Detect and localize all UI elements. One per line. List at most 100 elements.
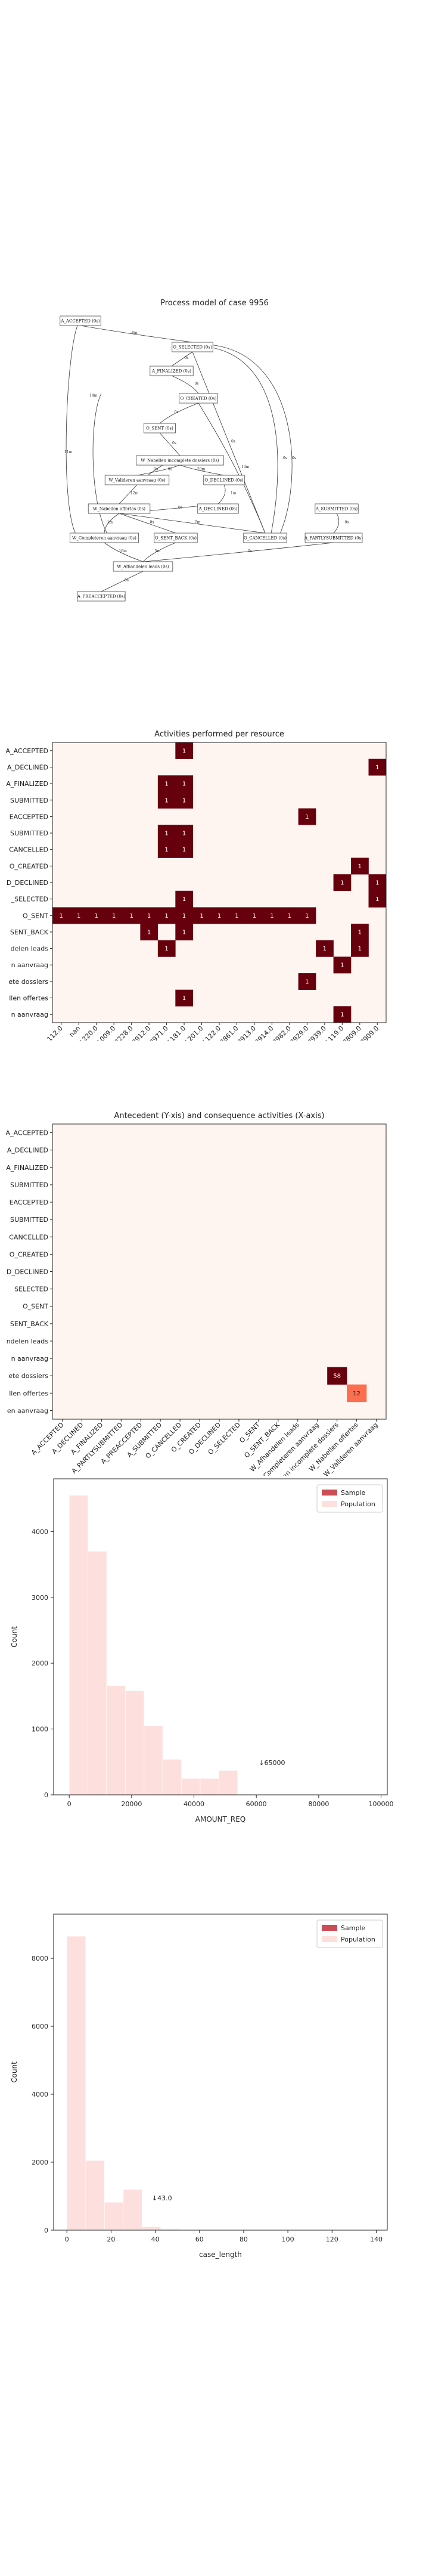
heatmap-cell-value: 1 bbox=[94, 913, 98, 919]
heatmap-cell bbox=[192, 907, 211, 924]
process-node: A_DECLINED (0s) bbox=[197, 503, 239, 514]
process-node-box bbox=[144, 423, 176, 434]
heatmap-cell bbox=[52, 907, 70, 924]
chart-title: Antecedent (Y-xis) and consequence activ… bbox=[114, 1111, 324, 1120]
process-edge bbox=[66, 325, 78, 537]
histogram-bar bbox=[125, 1690, 145, 1795]
process-edge bbox=[208, 346, 278, 534]
process-node-box bbox=[104, 475, 170, 485]
process-edge bbox=[119, 484, 138, 504]
heatmap-cell-value: 1 bbox=[182, 797, 186, 804]
heatmap-cell bbox=[105, 907, 123, 924]
process-edge-label: 5m bbox=[155, 549, 161, 553]
heatmap-cell-value: 1 bbox=[358, 946, 362, 952]
process-edge-label: 0s bbox=[292, 456, 296, 460]
heatmap-cell-value: 1 bbox=[182, 748, 186, 754]
process-edge-label: 0s bbox=[150, 521, 154, 525]
heatmap-cell-value: 1 bbox=[182, 896, 186, 903]
heatmap-cell-value: 1 bbox=[340, 962, 344, 969]
heatmap-cell bbox=[175, 841, 194, 858]
heatmap-cell-value: 1 bbox=[200, 913, 203, 919]
process-node-label: A_SUBMITTED (0s) bbox=[315, 507, 358, 512]
process-node-box bbox=[136, 455, 224, 466]
heatmap-cell-value: 1 bbox=[323, 946, 327, 952]
y-tick-label: D_DECLINED bbox=[7, 1268, 48, 1276]
y-tick-label: en aanvraag bbox=[7, 1407, 48, 1414]
heatmap-cell bbox=[175, 825, 194, 842]
heatmap-background bbox=[52, 742, 386, 1023]
x-tick-label: 60 bbox=[195, 2236, 204, 2243]
process-node-label: W_Completeren aanvraag (0s) bbox=[72, 536, 136, 541]
process-node-box bbox=[203, 475, 245, 485]
process-edge bbox=[192, 351, 266, 534]
legend-label-sample: Sample bbox=[341, 1489, 365, 1497]
process-node-label: W_Valideren aanvraag (0s) bbox=[108, 478, 166, 483]
process-edge bbox=[80, 325, 193, 343]
process-edge-label: 14m bbox=[241, 465, 250, 469]
histogram-bar bbox=[106, 1685, 126, 1795]
heatmap-cell-value: 1 bbox=[129, 913, 133, 919]
process-edge-label: 0s bbox=[345, 521, 349, 525]
heatmap-cell bbox=[210, 907, 229, 924]
y-tick-label: D_DECLINED bbox=[7, 879, 48, 887]
heatmap-cell-value: 1 bbox=[253, 913, 256, 919]
heatmap-cell-value: 1 bbox=[60, 913, 63, 919]
process-edge bbox=[136, 465, 181, 476]
heatmap-cell bbox=[175, 775, 194, 792]
process-node-box bbox=[60, 315, 101, 326]
y-tick-label: n aanvraag bbox=[11, 961, 48, 969]
histogram-bar bbox=[144, 1725, 163, 1795]
heatmap-cell-value: 1 bbox=[164, 847, 168, 853]
x-tick-label: 60000 bbox=[246, 1800, 267, 1808]
process-node: A_PREACCEPTED (0s) bbox=[77, 591, 126, 602]
y-tick-label: CANCELLED bbox=[9, 846, 48, 854]
process-node: O_SELECTED (0s) bbox=[172, 342, 213, 352]
process-node: A_SUBMITTED (0s) bbox=[315, 503, 359, 514]
y-tick-label: A_DECLINED bbox=[7, 1147, 48, 1154]
x-tick-label: 112.0 bbox=[45, 1024, 64, 1041]
process-edge-label: 12m bbox=[130, 491, 139, 496]
heatmap-cell-value: 1 bbox=[77, 913, 80, 919]
process-node-box bbox=[150, 366, 194, 376]
histogram-bar bbox=[88, 1551, 107, 1795]
heatmap-cell-value: 1 bbox=[112, 913, 116, 919]
heatmap-cell-value: 1 bbox=[164, 946, 168, 952]
process-edge-label: 14m bbox=[89, 394, 98, 398]
heatmap-cell bbox=[333, 874, 352, 891]
process-node-box bbox=[172, 342, 213, 352]
heatmap-cell bbox=[140, 924, 158, 941]
legend-label-sample: Sample bbox=[341, 1924, 365, 1932]
sample-marker-label: ↓65000 bbox=[259, 1759, 285, 1767]
heatmap-cell bbox=[157, 940, 176, 957]
y-tick-label: SUBMITTED bbox=[10, 829, 48, 837]
y-tick-label: delen leads bbox=[11, 945, 49, 953]
process-edge-label: 0s bbox=[248, 549, 252, 553]
y-tick-label: 4000 bbox=[32, 2091, 48, 2098]
heatmap-cell bbox=[157, 791, 176, 809]
y-tick-label: 6000 bbox=[32, 2023, 48, 2030]
process-node-box bbox=[243, 532, 287, 543]
heatmap-cell bbox=[351, 924, 369, 941]
process-edge bbox=[208, 344, 293, 534]
y-tick-label: EACCEPTED bbox=[10, 1199, 48, 1206]
heatmap-cell-value: 1 bbox=[305, 913, 309, 919]
y-tick-label: 1000 bbox=[32, 1726, 48, 1733]
x-tick-label: 0 bbox=[65, 2236, 69, 2243]
process-edge bbox=[142, 542, 176, 562]
x-tick-label: 100 bbox=[282, 2236, 294, 2243]
process-node: A_PARTLYSUBMITTED (0s) bbox=[304, 532, 363, 543]
x-tick-label: 120 bbox=[326, 2236, 338, 2243]
histogram-bar bbox=[85, 2160, 105, 2231]
process-edge bbox=[159, 432, 181, 456]
heatmap-cell-value: 1 bbox=[340, 880, 344, 887]
process-node-box bbox=[77, 591, 126, 602]
process-node: W_Afhandelen leads (0s) bbox=[113, 561, 173, 572]
process-edge-label: 0s bbox=[283, 456, 287, 460]
process-edge-label: 16m bbox=[119, 549, 128, 553]
y-tick-label: 4000 bbox=[32, 1528, 48, 1535]
antecedent-heatmap: Antecedent (Y-xis) and consequence activ… bbox=[6, 1111, 387, 1476]
histogram-bar bbox=[104, 2202, 124, 2231]
histogram-bar bbox=[66, 1936, 86, 2231]
heatmap-cell-value: 1 bbox=[182, 929, 186, 936]
heatmap-cell bbox=[316, 940, 334, 957]
